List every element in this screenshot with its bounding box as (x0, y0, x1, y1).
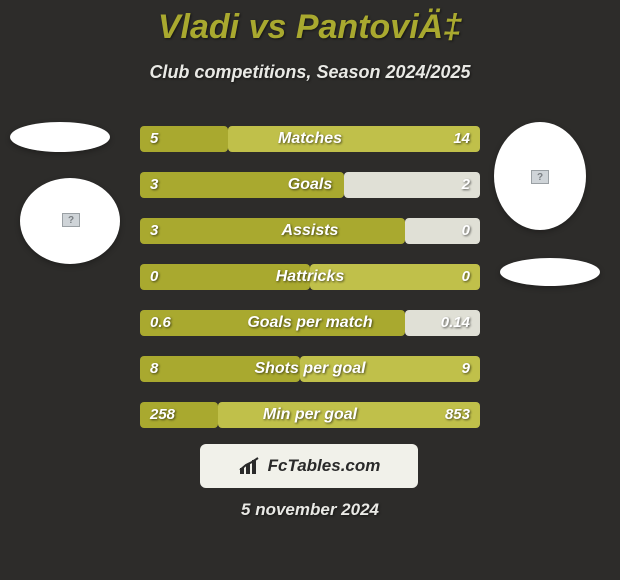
stat-value-left: 3 (150, 172, 158, 198)
stat-row: Goals per match0.6 0.14 (140, 310, 480, 336)
stat-value-right: 14 (453, 126, 470, 152)
flag-icon: ? (531, 170, 549, 184)
logo-text: FcTables.com (268, 456, 381, 476)
stat-label: Assists (140, 218, 480, 244)
stat-value-left: 258 (150, 402, 175, 428)
stat-value-left: 5 (150, 126, 158, 152)
page-subtitle: Club competitions, Season 2024/2025 (0, 62, 620, 83)
stat-value-right: 0.14 (441, 310, 470, 336)
stat-row: Min per goal258 853 (140, 402, 480, 428)
stat-value-right: 853 (445, 402, 470, 428)
stat-label: Shots per goal (140, 356, 480, 382)
page-title: Vladi vs PantoviÄ‡ (0, 8, 620, 47)
stat-row: Hattricks0 0 (140, 264, 480, 290)
date-label: 5 november 2024 (0, 500, 620, 520)
stat-label: Hattricks (140, 264, 480, 290)
stat-label: Goals (140, 172, 480, 198)
stat-label: Matches (140, 126, 480, 152)
stat-row: Matches5 14 (140, 126, 480, 152)
stat-row: Shots per goal8 9 (140, 356, 480, 382)
stat-value-right: 9 (462, 356, 470, 382)
stat-value-right: 0 (462, 264, 470, 290)
stat-value-left: 0 (150, 264, 158, 290)
stats-bars: Matches514Goals32Assists30Hattricks00Goa… (140, 126, 480, 448)
stat-label: Goals per match (140, 310, 480, 336)
stat-label: Min per goal (140, 402, 480, 428)
stat-row: Assists3 0 (140, 218, 480, 244)
logo-chart-icon (238, 456, 262, 476)
avatar-ellipse (10, 122, 110, 152)
logo-box: FcTables.com (200, 444, 418, 488)
stat-value-left: 0.6 (150, 310, 171, 336)
stat-value-left: 8 (150, 356, 158, 382)
stat-row: Goals3 2 (140, 172, 480, 198)
avatar-ellipse (500, 258, 600, 286)
stat-value-right: 0 (462, 218, 470, 244)
stat-value-left: 3 (150, 218, 158, 244)
stat-value-right: 2 (462, 172, 470, 198)
flag-icon: ? (62, 213, 80, 227)
